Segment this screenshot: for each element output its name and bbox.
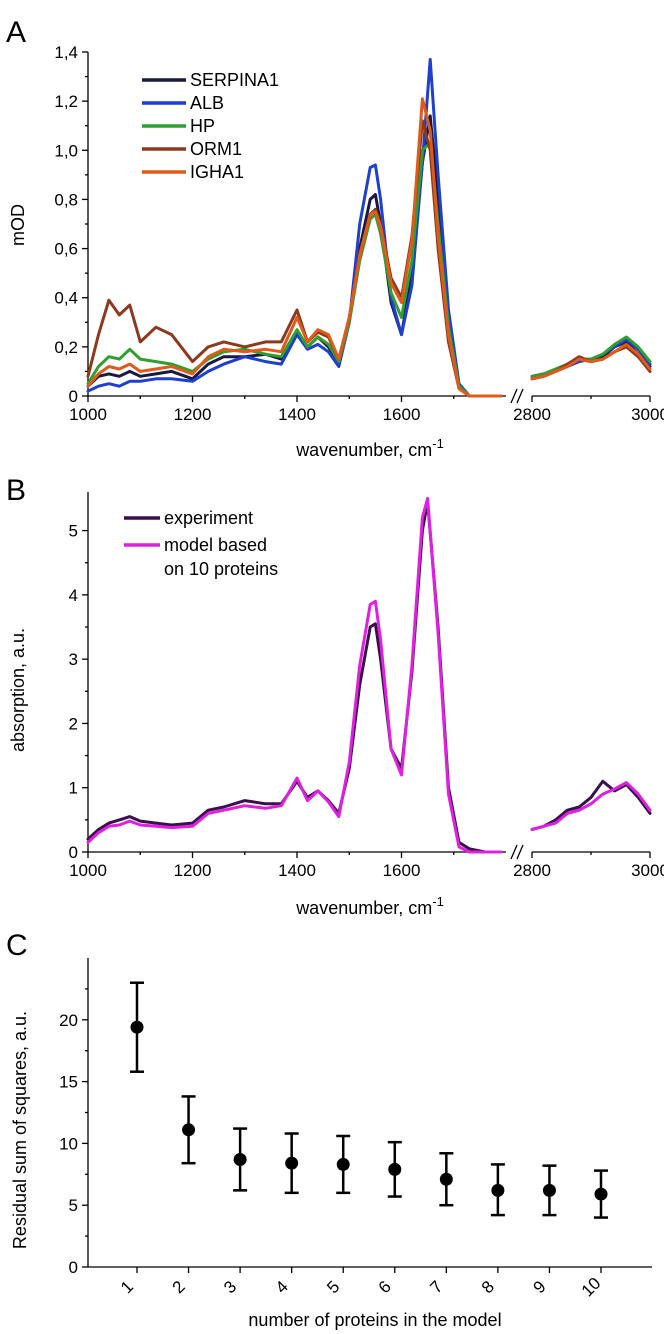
- panel-b-x-tick-label: 1000: [69, 861, 107, 880]
- panel-c-y-label: Residual sum of squares, a.u.: [10, 1011, 30, 1249]
- panel-c-data-point: [388, 1162, 402, 1176]
- panel-c-y-tick-label: 20: [59, 1011, 78, 1030]
- panel-b-y-tick-label: 4: [69, 586, 78, 605]
- panel-b-x-tick-label: 1600: [383, 861, 421, 880]
- panel-a-series-line-2: [86, 57, 503, 398]
- panel-b-y-tick-label: 2: [69, 714, 78, 733]
- panel-c-y-tick-label: 10: [59, 1134, 78, 1153]
- panel-c-x-tick-label: 8: [478, 1277, 498, 1297]
- panel-b-series-line-right-2: [530, 781, 652, 831]
- panel-a-plot: 0 0,2 0,4 0,6 0,8 1,0 1,2 1,4 1000 1200 1400 1600 28…: [54, 43, 664, 424]
- panel-b-x-tick-label: 3000: [631, 861, 664, 880]
- panel-a-series-line-right-5: [530, 342, 652, 381]
- panel-letter-a: A: [6, 16, 26, 49]
- panel-b-legend-label: experiment: [164, 508, 253, 528]
- panel-c-x-tick-label: 2: [169, 1277, 189, 1297]
- panel-b-legend-label: on 10 proteins: [164, 559, 278, 579]
- panel-c-x-tick-label: 3: [220, 1277, 240, 1297]
- panel-b-series-line-2: [86, 496, 503, 854]
- panel-b-series-line-right-1: [530, 779, 652, 831]
- panel-c-x-tick-label: 1: [117, 1277, 137, 1297]
- panel-c: C 0 5 10 15 20 1 2 3 4 5 6 7 8 9 10 Residual sum of sq…: [6, 929, 652, 1330]
- panel-c-y-tick-label: 5: [69, 1196, 78, 1215]
- panel-a-x-tick-label: 1200: [174, 405, 212, 424]
- panel-a-y-tick-label: 1,0: [54, 141, 78, 160]
- panel-b-y-tick-label: 0: [69, 843, 78, 862]
- panel-c-data-point: [439, 1172, 453, 1186]
- panel-b-x-label: wavenumber, cm-1: [295, 894, 444, 918]
- panel-a-series-line-4: [86, 119, 503, 398]
- panel-c-data-point: [594, 1187, 608, 1201]
- panel-a-series-line-right-3: [530, 335, 652, 378]
- panel-b-x-tick-label: 1400: [278, 861, 316, 880]
- panel-a-x-tick-label: 1400: [278, 405, 316, 424]
- panel-a-axis-break-mark: [516, 388, 524, 404]
- panel-letter-b: B: [6, 474, 26, 507]
- panel-b-y-tick-label: 3: [69, 650, 78, 669]
- panel-c-y-tick-label: 0: [69, 1258, 78, 1277]
- panel-a-y-tick-label: 0,2: [54, 338, 78, 357]
- panel-a-y-tick-label: 0,6: [54, 240, 78, 259]
- panel-c-x-tick-label: 6: [375, 1277, 395, 1297]
- panel-b-x-tick-label: 1200: [174, 861, 212, 880]
- panel-a-legend-label: HP: [190, 116, 215, 136]
- panel-c-x-label: number of proteins in the model: [248, 1310, 501, 1330]
- panel-c-data-point: [233, 1152, 247, 1166]
- panel-c-x-tick-label: 10: [578, 1274, 605, 1301]
- panel-b-y-tick-label: 5: [69, 522, 78, 541]
- panel-a-x-tick-label: 2800: [513, 405, 551, 424]
- panel-a-legend-label: ALB: [190, 93, 224, 113]
- panel-a-axis-break-mark: [510, 388, 518, 404]
- panel-c-data-point: [491, 1183, 505, 1197]
- panel-b-plot: 0 1 2 3 4 5 1000 1200 1400 1600 2800 3000 experiment…: [69, 492, 664, 880]
- panel-a: A 0 0,2 0,4 0,6 0,8 1,0 1,2 1,4 1000 1200 1400 1600…: [6, 16, 664, 460]
- panel-c-x-tick-label: 4: [272, 1277, 292, 1297]
- panel-c-data-point: [182, 1123, 196, 1137]
- panel-a-y-tick-label: 1,4: [54, 43, 78, 62]
- panel-c-data-point: [336, 1157, 350, 1171]
- panel-c-y-tick-label: 15: [59, 1073, 78, 1092]
- panel-a-x-tick-label: 1600: [383, 405, 421, 424]
- panel-b-series-line-1: [86, 500, 503, 854]
- panel-b-axis-break-mark: [510, 844, 518, 860]
- panel-b-legend-label: model based: [164, 535, 267, 555]
- panel-b-y-label: absorption, a.u.: [8, 628, 28, 752]
- panel-c-data-point: [130, 1020, 144, 1034]
- panel-letter-c: C: [6, 929, 28, 962]
- panel-c-plot: 0 5 10 15 20 1 2 3 4 5 6 7 8 9 10: [59, 958, 652, 1301]
- panel-a-legend-label: SERPINA1: [190, 70, 279, 90]
- panel-a-y-tick-label: 0: [69, 387, 78, 406]
- panel-a-series-line-5: [86, 97, 503, 398]
- panel-c-x-tick-label: 9: [529, 1277, 549, 1297]
- panel-a-y-tick-label: 0,8: [54, 190, 78, 209]
- panel-a-y-tick-label: 0,4: [54, 289, 78, 308]
- panel-a-x-tick-label: 3000: [631, 405, 664, 424]
- panel-a-y-label: mOD: [8, 204, 28, 246]
- panel-c-data-point: [285, 1156, 299, 1170]
- panel-b: B 0 1 2 3 4 5 1000 1200 1400 1600 2800 3000 experime…: [6, 474, 664, 918]
- panel-a-x-tick-label: 1000: [69, 405, 107, 424]
- panel-c-x-tick-label: 5: [323, 1277, 343, 1297]
- panel-a-legend-label: IGHA1: [190, 162, 244, 182]
- panel-b-axis-break-mark: [516, 844, 524, 860]
- panel-c-data-point: [542, 1183, 556, 1197]
- panel-c-x-tick-label: 7: [426, 1277, 446, 1297]
- panel-a-legend-label: ORM1: [190, 139, 242, 159]
- panel-a-x-label: wavenumber, cm-1: [295, 436, 444, 460]
- panel-b-x-tick-label: 2800: [513, 861, 551, 880]
- panel-a-y-tick-label: 1,2: [54, 92, 78, 111]
- panel-b-y-tick-label: 1: [69, 779, 78, 798]
